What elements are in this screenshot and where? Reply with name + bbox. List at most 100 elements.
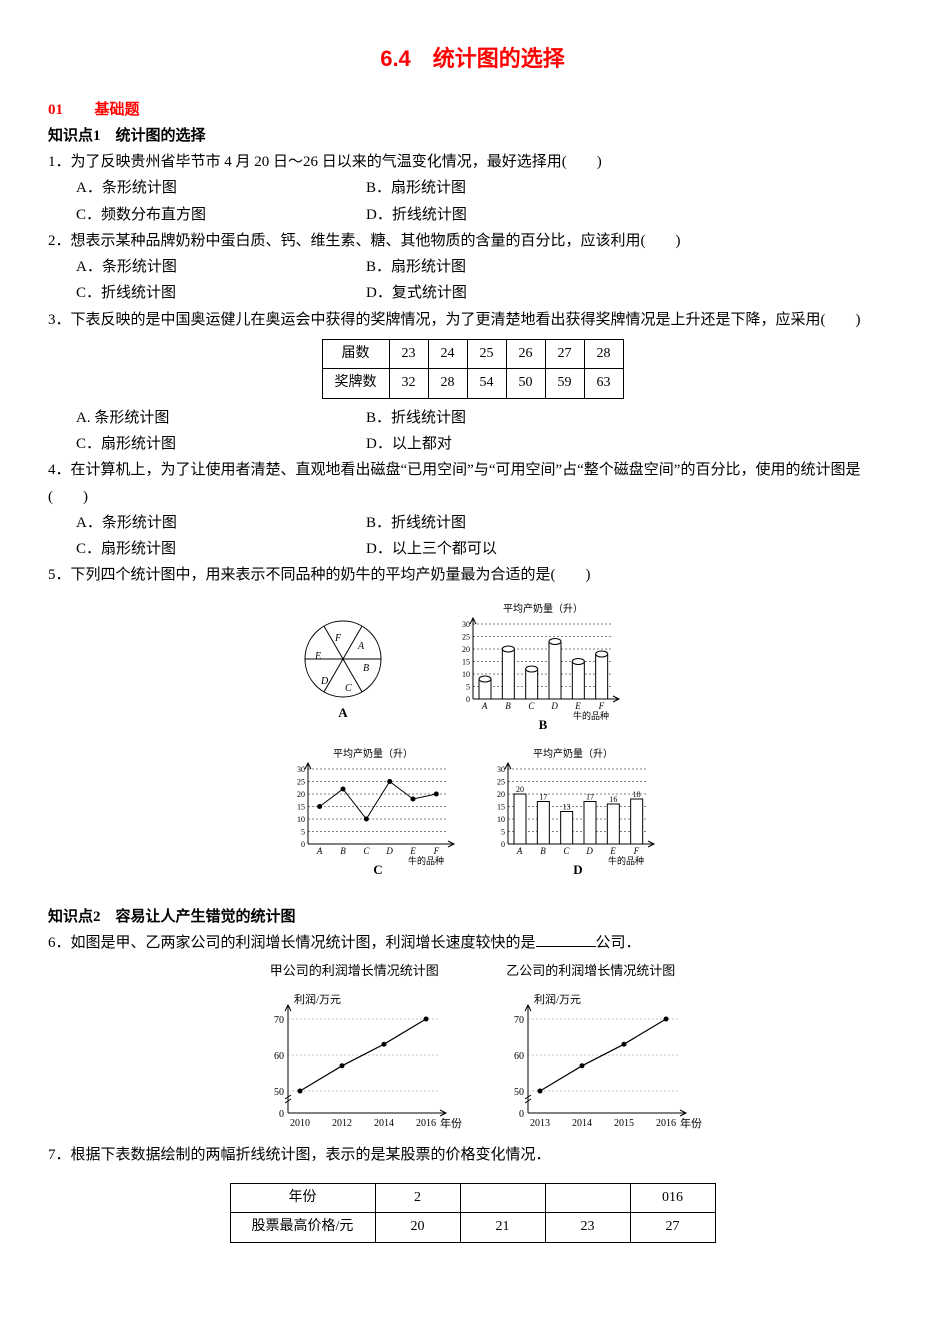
q5-chart-grid: ABCDEFA平均产奶量（升）051015202530ABCDEF牛的品种B平均… <box>263 599 683 889</box>
cell: 届数 <box>322 339 389 369</box>
opt-b: B．扇形统计图 <box>366 175 656 201</box>
svg-text:牛的品种: 牛的品种 <box>607 855 643 866</box>
cell: 奖牌数 <box>322 369 389 399</box>
q4-options: A．条形统计图 B．折线统计图 C．扇形统计图 D．以上三个都可以 <box>76 510 897 563</box>
svg-text:2013: 2013 <box>530 1118 550 1129</box>
svg-text:C: C <box>563 846 570 856</box>
svg-text:E: E <box>409 846 416 856</box>
svg-text:0: 0 <box>519 1109 524 1120</box>
svg-text:D: D <box>550 701 558 711</box>
cell: 016 <box>630 1183 715 1213</box>
opt-c: C．扇形统计图 <box>76 536 366 562</box>
svg-text:20: 20 <box>462 645 470 654</box>
svg-text:30: 30 <box>297 765 305 774</box>
svg-text:0: 0 <box>466 695 470 704</box>
svg-text:16: 16 <box>609 795 617 804</box>
svg-text:年份: 年份 <box>680 1116 702 1130</box>
svg-text:A: A <box>357 641 365 652</box>
q-num: 7． <box>48 1147 71 1163</box>
svg-text:10: 10 <box>497 815 505 824</box>
opt-b: B．折线统计图 <box>366 510 656 536</box>
svg-text:F: F <box>432 846 439 856</box>
svg-text:B: B <box>505 701 511 711</box>
svg-text:30: 30 <box>497 765 505 774</box>
table-row: 年份 2 016 <box>230 1183 715 1213</box>
svg-text:2014: 2014 <box>572 1118 592 1129</box>
cell: 32 <box>389 369 428 399</box>
q-text: 为了反映贵州省毕节市 4 月 20 日～26 日以来的气温变化情况，最好选择用(… <box>71 154 602 170</box>
q2-options: A．条形统计图 B．扇形统计图 C．折线统计图 D．复式统计图 <box>76 254 897 307</box>
svg-text:0: 0 <box>501 840 505 849</box>
page-title: 6.4 统计图的选择 <box>48 40 897 79</box>
q3-table: 届数 23 24 25 26 27 28 奖牌数 32 28 54 50 59 … <box>322 339 624 399</box>
svg-text:D: D <box>385 846 393 856</box>
svg-text:E: E <box>314 651 321 662</box>
svg-text:F: F <box>597 701 604 711</box>
q-num: 4． <box>48 462 71 478</box>
opt-d: D．以上都对 <box>366 431 656 457</box>
cell: 23 <box>545 1213 630 1243</box>
opt-c: C．扇形统计图 <box>76 431 366 457</box>
svg-text:0: 0 <box>279 1109 284 1120</box>
question-6: 6．如图是甲、乙两家公司的利润增长情况统计图，利润增长速度较快的是 公司． <box>48 930 897 956</box>
svg-text:A: A <box>515 846 522 856</box>
cell: 63 <box>584 369 623 399</box>
svg-text:E: E <box>609 846 616 856</box>
svg-text:0: 0 <box>301 840 305 849</box>
knowledge-point-1: 知识点1 统计图的选择 <box>48 123 897 149</box>
q-text: 下表反映的是中国奥运健儿在奥运会中获得的奖牌情况，为了更清楚地看出获得奖牌情况是… <box>71 312 861 328</box>
svg-text:牛的品种: 牛的品种 <box>407 855 443 866</box>
table-row: 奖牌数 32 28 54 50 59 63 <box>322 369 623 399</box>
cell: 27 <box>545 339 584 369</box>
q-num: 5． <box>48 567 71 583</box>
q7-table: 年份 2 016 股票最高价格/元 20 21 23 27 <box>230 1183 716 1243</box>
cell <box>460 1183 545 1213</box>
svg-text:20: 20 <box>497 790 505 799</box>
opt-c: C．折线统计图 <box>76 280 366 306</box>
opt-d: D．以上三个都可以 <box>366 536 656 562</box>
opt-a: A. 条形统计图 <box>76 405 366 431</box>
svg-text:C: C <box>345 683 352 694</box>
svg-text:D: D <box>573 862 582 877</box>
svg-text:18: 18 <box>632 790 640 799</box>
svg-text:B: B <box>363 663 369 674</box>
q-text-tail: 公司． <box>596 935 641 951</box>
svg-text:10: 10 <box>462 670 470 679</box>
svg-text:15: 15 <box>297 802 305 811</box>
svg-text:平均产奶量（升）: 平均产奶量（升） <box>503 602 583 615</box>
svg-text:70: 70 <box>274 1015 284 1026</box>
section-num: 01 <box>48 102 63 118</box>
cell: 50 <box>506 369 545 399</box>
q5-charts: ABCDEFA平均产奶量（升）051015202530ABCDEF牛的品种B平均… <box>48 599 897 898</box>
cell: 25 <box>467 339 506 369</box>
svg-text:F: F <box>334 633 342 644</box>
section-header: 01 基础题 <box>48 97 897 123</box>
cell: 2 <box>375 1183 460 1213</box>
opt-a: A．条形统计图 <box>76 254 366 280</box>
q1-options: A．条形统计图 B．扇形统计图 C．频数分布直方图 D．折线统计图 <box>76 175 897 228</box>
svg-text:2016: 2016 <box>656 1118 676 1129</box>
cell: 59 <box>545 369 584 399</box>
blank <box>536 931 596 947</box>
svg-text:10: 10 <box>297 815 305 824</box>
svg-text:A: A <box>480 701 487 711</box>
cell: 28 <box>428 369 467 399</box>
svg-text:30: 30 <box>462 620 470 629</box>
svg-text:5: 5 <box>301 827 305 836</box>
svg-text:年份: 年份 <box>440 1116 462 1130</box>
svg-text:B: B <box>540 846 546 856</box>
q-num: 6． <box>48 935 71 951</box>
cap-a: 甲公司的利润增长情况统计图 <box>254 960 454 983</box>
q-num: 1． <box>48 154 71 170</box>
cell <box>545 1183 630 1213</box>
svg-text:2012: 2012 <box>332 1118 352 1129</box>
svg-text:50: 50 <box>514 1087 524 1098</box>
svg-text:C: C <box>373 862 382 877</box>
table-row: 股票最高价格/元 20 21 23 27 <box>230 1213 715 1243</box>
question-1: 1．为了反映贵州省毕节市 4 月 20 日～26 日以来的气温变化情况，最好选择… <box>48 149 897 175</box>
svg-text:25: 25 <box>462 632 470 641</box>
svg-text:60: 60 <box>514 1051 524 1062</box>
q-text: 如图是甲、乙两家公司的利润增长情况统计图，利润增长速度较快的是 <box>71 935 536 951</box>
question-7: 7．根据下表数据绘制的两幅折线统计图，表示的是某股票的价格变化情况． <box>48 1142 897 1168</box>
svg-text:B: B <box>340 846 346 856</box>
